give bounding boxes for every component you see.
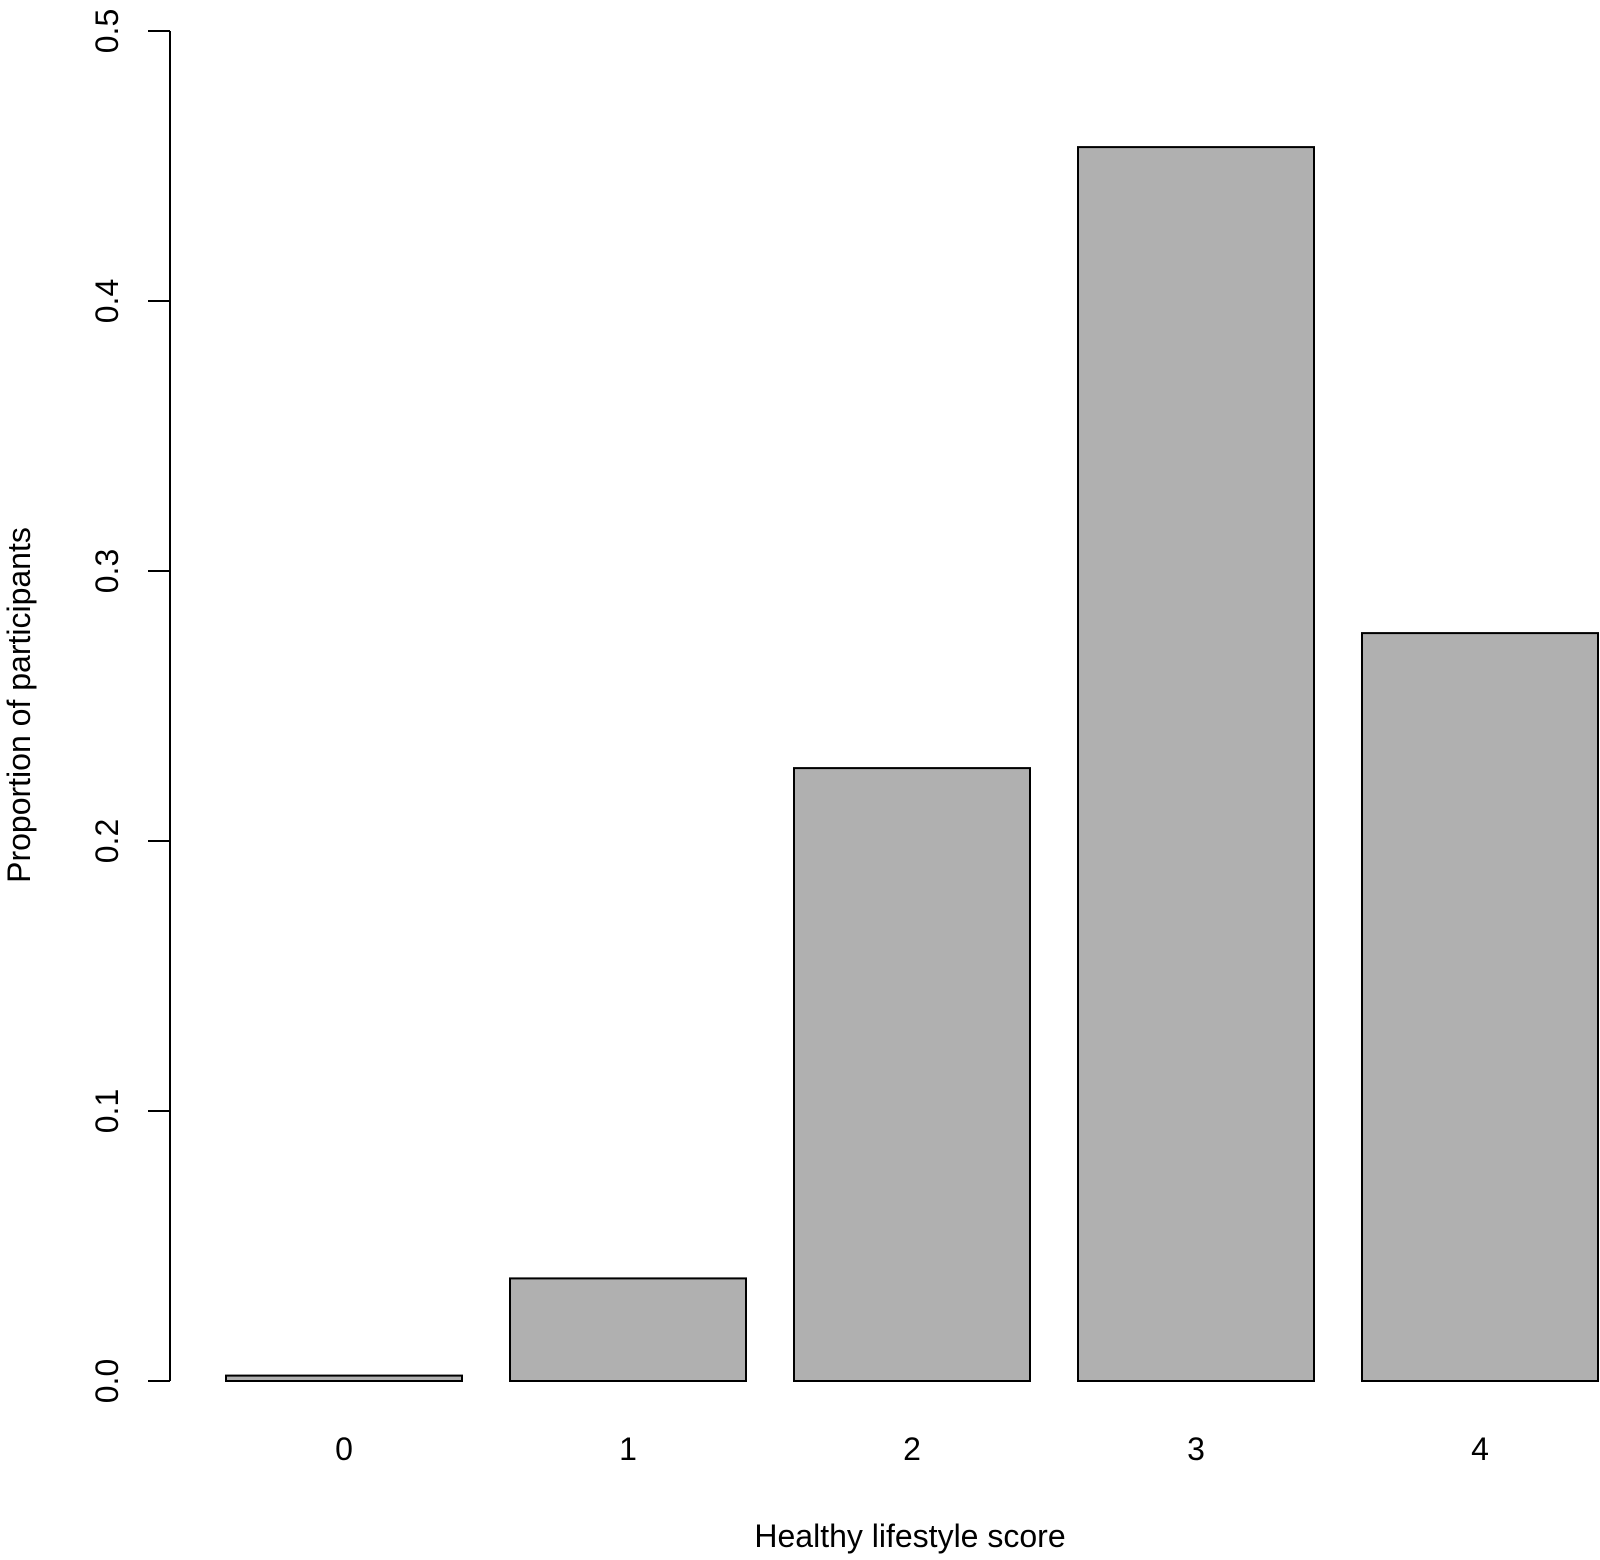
x-tick-label: 1 (619, 1431, 637, 1467)
bar-1 (509, 1277, 747, 1383)
x-tick-label: 3 (1187, 1431, 1205, 1467)
x-tick-label: 2 (903, 1431, 921, 1467)
x-tick-label: 4 (1471, 1431, 1489, 1467)
bar-0 (225, 1374, 463, 1382)
bar-3 (1077, 146, 1315, 1383)
x-tick-labels: 0 1 2 3 4 (335, 1431, 1489, 1467)
y-tick-label: 0.0 (89, 1359, 125, 1403)
y-tick-label: 0.1 (89, 1089, 125, 1133)
y-axis-label: Proportion of participants (1, 527, 37, 883)
bar-2 (793, 767, 1031, 1382)
y-axis: 0.0 0.1 0.2 0.3 0.4 0.5 (89, 9, 171, 1403)
y-tick-label: 0.2 (89, 819, 125, 863)
bar-4 (1361, 632, 1599, 1382)
y-tick-label: 0.5 (89, 9, 125, 53)
x-tick-label: 0 (335, 1431, 353, 1467)
x-axis-label: Healthy lifestyle score (754, 1518, 1065, 1554)
y-tick-label: 0.3 (89, 549, 125, 593)
bars-group (225, 146, 1599, 1383)
y-tick-label: 0.4 (89, 279, 125, 323)
